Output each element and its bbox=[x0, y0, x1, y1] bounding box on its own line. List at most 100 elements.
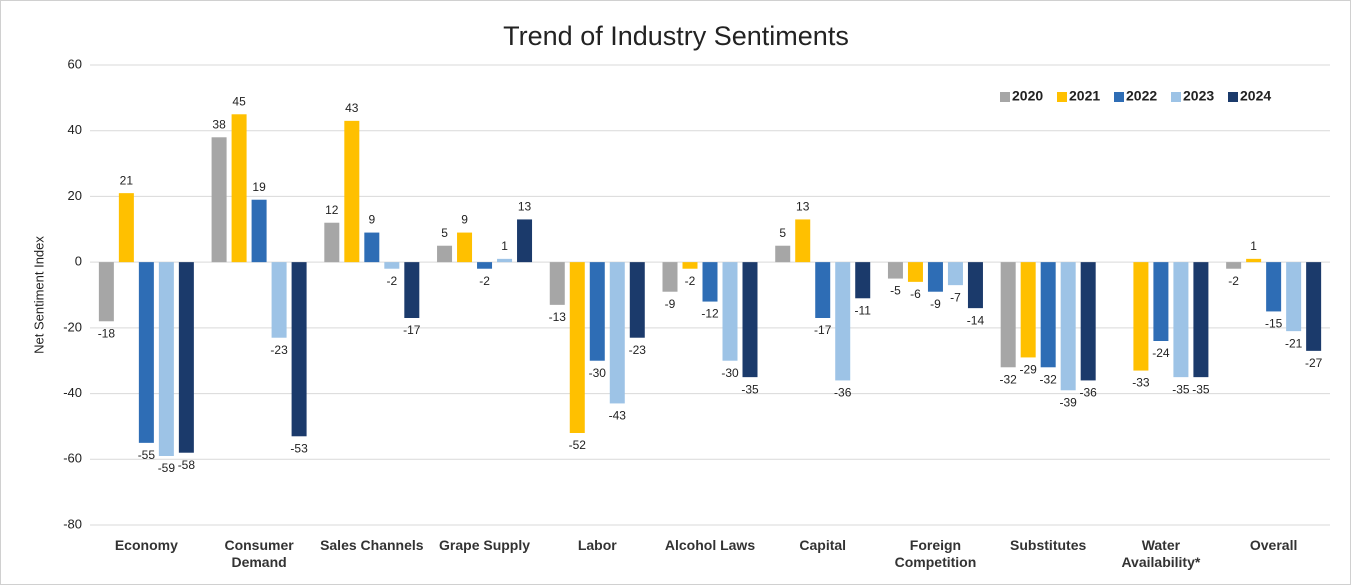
data-label: -5 bbox=[890, 284, 901, 298]
bar bbox=[1266, 262, 1282, 312]
bar bbox=[1040, 262, 1056, 368]
data-label: -2 bbox=[386, 274, 397, 288]
data-label: -35 bbox=[1192, 382, 1210, 396]
legend-swatch bbox=[1057, 92, 1067, 102]
bar bbox=[887, 262, 903, 279]
bar bbox=[1193, 262, 1209, 378]
bar bbox=[927, 262, 943, 292]
data-label: -43 bbox=[609, 409, 627, 423]
x-tick-label: Overall bbox=[1249, 537, 1298, 553]
bar bbox=[1060, 262, 1076, 391]
data-label: -12 bbox=[701, 307, 719, 321]
bar bbox=[437, 245, 453, 263]
x-tick-label: Water Availability* bbox=[1121, 537, 1201, 570]
bar bbox=[344, 120, 360, 263]
bar bbox=[835, 262, 851, 381]
legend-swatch bbox=[1114, 92, 1124, 102]
data-label: -58 bbox=[178, 458, 196, 472]
data-label: 45 bbox=[232, 94, 246, 108]
legend-label: 2021 bbox=[1069, 88, 1100, 104]
bar bbox=[1226, 262, 1242, 269]
y-tick-label: 60 bbox=[68, 56, 82, 71]
bar bbox=[271, 262, 287, 338]
bar bbox=[98, 262, 114, 322]
data-label: 21 bbox=[120, 173, 134, 187]
data-label: -17 bbox=[403, 323, 421, 337]
data-label: -15 bbox=[1265, 317, 1283, 331]
bar bbox=[178, 262, 194, 453]
data-label: -23 bbox=[270, 343, 288, 357]
legend-swatch bbox=[1171, 92, 1181, 102]
bar bbox=[1133, 262, 1149, 371]
bar bbox=[118, 193, 134, 263]
data-label: -30 bbox=[589, 366, 607, 380]
bar bbox=[1080, 262, 1096, 381]
data-label: -13 bbox=[549, 310, 567, 324]
x-tick-label: Substitutes bbox=[1010, 537, 1087, 553]
x-tick-label: Alcohol Laws bbox=[664, 537, 756, 553]
x-tick-label: Foreign Competition bbox=[894, 537, 977, 570]
bar bbox=[815, 262, 831, 318]
data-label: -29 bbox=[1020, 363, 1038, 377]
bar bbox=[1306, 262, 1322, 351]
y-tick-label: -80 bbox=[63, 516, 82, 531]
bar bbox=[907, 262, 923, 282]
data-label: -59 bbox=[158, 461, 176, 475]
bar bbox=[1020, 262, 1036, 358]
bar bbox=[589, 262, 605, 361]
bar bbox=[775, 245, 791, 263]
bar bbox=[384, 262, 400, 269]
data-label: 12 bbox=[325, 203, 339, 217]
data-label: 5 bbox=[779, 226, 786, 240]
bar bbox=[682, 262, 698, 269]
bar bbox=[477, 262, 493, 269]
data-label: 1 bbox=[1250, 239, 1257, 253]
data-label: 9 bbox=[368, 213, 375, 227]
legend-label: 2022 bbox=[1126, 88, 1157, 104]
x-tick-label: Grape Supply bbox=[439, 537, 531, 553]
legend-swatch bbox=[1228, 92, 1238, 102]
data-label: -2 bbox=[1228, 274, 1239, 288]
bar bbox=[211, 137, 227, 263]
y-tick-label: -40 bbox=[63, 385, 82, 400]
bar bbox=[1173, 262, 1189, 378]
data-label: -2 bbox=[685, 274, 696, 288]
legend-label: 2020 bbox=[1012, 88, 1043, 104]
data-label: -2 bbox=[479, 274, 490, 288]
data-label: -32 bbox=[1000, 372, 1018, 386]
bar bbox=[404, 262, 420, 318]
y-tick-label: 40 bbox=[68, 122, 82, 137]
bar bbox=[457, 232, 473, 263]
y-tick-label: -60 bbox=[63, 451, 82, 466]
data-label: -9 bbox=[930, 297, 941, 311]
bar bbox=[291, 262, 307, 437]
bar bbox=[609, 262, 625, 404]
bar bbox=[1153, 262, 1169, 341]
bar bbox=[569, 262, 585, 433]
x-tick-label: Labor bbox=[577, 537, 617, 553]
data-label: 9 bbox=[461, 213, 468, 227]
data-label: -39 bbox=[1060, 395, 1078, 409]
data-label: -14 bbox=[967, 313, 985, 327]
data-label: -52 bbox=[569, 438, 587, 452]
bar bbox=[795, 219, 811, 263]
x-tick-label: Capital bbox=[799, 537, 847, 553]
data-label: -27 bbox=[1305, 356, 1323, 370]
x-tick-label: Consumer Demand bbox=[224, 537, 294, 570]
bar bbox=[1000, 262, 1016, 368]
data-label: -7 bbox=[950, 290, 961, 304]
data-label: -11 bbox=[855, 303, 872, 317]
data-label: 1 bbox=[501, 239, 508, 253]
y-tick-label: -20 bbox=[63, 319, 82, 334]
data-label: -18 bbox=[98, 326, 116, 340]
data-label: -24 bbox=[1152, 346, 1170, 360]
bar bbox=[324, 222, 340, 263]
bar bbox=[497, 258, 513, 263]
data-label: -33 bbox=[1132, 376, 1150, 390]
bar bbox=[231, 114, 247, 263]
bar bbox=[138, 262, 154, 443]
data-label: -32 bbox=[1040, 372, 1058, 386]
